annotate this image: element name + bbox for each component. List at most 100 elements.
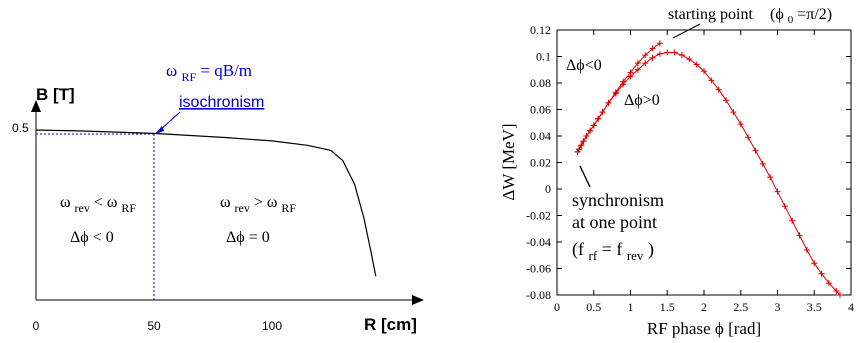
right-data-point bbox=[715, 86, 722, 93]
right-data-point bbox=[605, 99, 612, 106]
right-data-point bbox=[759, 160, 766, 167]
right-data-point bbox=[789, 217, 796, 224]
right-x-tick-label: 2 bbox=[701, 300, 707, 314]
left-region-right-phase: Δϕ = 0 bbox=[226, 229, 270, 246]
left-y-arrow bbox=[31, 100, 41, 112]
right-data-point bbox=[587, 127, 594, 134]
right-y-tick-label: 0.06 bbox=[530, 103, 551, 117]
right-x-tick-label: 1 bbox=[628, 300, 634, 314]
right-x-tick-label: 3 bbox=[775, 300, 781, 314]
right-y-label: ΔW [MeV] bbox=[499, 123, 518, 200]
left-chart: B [T] R [cm] 0.5 0 50 100 ω RF = qB/m is… bbox=[12, 61, 424, 334]
right-x-tick-label: 1.5 bbox=[660, 300, 675, 314]
left-region-left-sub2: RF bbox=[121, 201, 136, 215]
right-starting-condition: (ϕ 0 =π/2) bbox=[770, 6, 832, 27]
right-data-point bbox=[767, 174, 774, 181]
left-region-right-sub2: RF bbox=[281, 201, 296, 215]
right-synchronism-line2: at one point bbox=[572, 212, 657, 232]
right-data-point bbox=[693, 61, 700, 68]
right-data-point bbox=[595, 115, 602, 122]
left-y-tick-label: 0.5 bbox=[12, 121, 29, 135]
left-field-curve bbox=[35, 129, 377, 277]
right-y-tick-label: -0.06 bbox=[526, 262, 551, 276]
right-data-point bbox=[599, 109, 606, 116]
right-data-point bbox=[649, 45, 656, 52]
right-data-point bbox=[745, 134, 752, 141]
right-data-point bbox=[836, 292, 843, 298]
right-start-cond-open: (ϕ bbox=[770, 6, 784, 23]
right-x-tick-label: 2.5 bbox=[733, 300, 748, 314]
right-dphi-negative: Δϕ<0 bbox=[566, 57, 602, 74]
right-starting-point-label: starting point bbox=[668, 6, 753, 23]
right-data-point bbox=[612, 90, 619, 97]
right-data-point bbox=[583, 133, 590, 139]
right-data-point bbox=[620, 81, 627, 88]
right-data-point bbox=[642, 52, 649, 59]
right-data-point bbox=[818, 270, 825, 277]
right-y-tick-label: -0.04 bbox=[526, 235, 551, 249]
right-freq-open: (f bbox=[572, 239, 584, 260]
right-x-tick-label: 0 bbox=[554, 300, 560, 314]
right-y-tick-label: 0.02 bbox=[530, 156, 551, 170]
left-region-left-phase: Δϕ < 0 bbox=[70, 229, 114, 246]
right-data-point bbox=[590, 122, 597, 129]
right-y-tick-label: -0.02 bbox=[526, 209, 551, 223]
right-y-tick-label: 0.1 bbox=[536, 50, 551, 64]
right-data-point bbox=[730, 109, 737, 116]
left-region-right-omega: ω rev > ω RF bbox=[220, 194, 296, 216]
right-data-point bbox=[634, 66, 641, 73]
right-x-tick-label: 3.5 bbox=[807, 300, 822, 314]
right-data-point bbox=[752, 147, 759, 154]
right-data-point bbox=[656, 40, 663, 47]
left-region-left-sub1: rev bbox=[75, 201, 90, 215]
right-data-point bbox=[701, 68, 707, 75]
right-synchronism-line3: (f rf = f rev ) bbox=[572, 239, 654, 264]
left-x-tick-label-0: 0 bbox=[33, 319, 40, 333]
right-y-tick-label: 0.08 bbox=[530, 76, 551, 90]
right-data-point bbox=[796, 232, 803, 239]
right-series-line-1 bbox=[577, 52, 841, 296]
left-formula-omega: ω bbox=[166, 61, 177, 80]
right-start-cond-sub: 0 bbox=[788, 14, 794, 26]
right-data-point bbox=[576, 146, 583, 153]
right-x-label: RF phase ϕ [rad] bbox=[647, 319, 761, 338]
right-chart: 0 0.5 1 1.5 2 2.5 3 3.5 4 -0.08 -0.06 -0.04 -0.02 0 0.… bbox=[499, 6, 854, 338]
right-data-point bbox=[781, 203, 788, 210]
right-freq-sub2: rev bbox=[627, 248, 644, 263]
left-x-tick-label-50: 50 bbox=[147, 319, 161, 333]
right-axis-ticks: 0 0.5 1 1.5 2 2.5 3 3.5 4 -0.08 -0.06 -0.04 -0.02 0 0.… bbox=[526, 23, 854, 314]
right-dphi-positive: Δϕ>0 bbox=[624, 92, 660, 109]
right-y-tick-label: -0.08 bbox=[526, 288, 551, 302]
right-data-point bbox=[578, 142, 585, 149]
left-formula-rest: = qB/m bbox=[200, 61, 252, 80]
right-data-point bbox=[671, 49, 678, 56]
left-region-right-mid: > ω bbox=[254, 194, 278, 211]
right-data-point bbox=[580, 138, 587, 145]
left-x-arrow bbox=[412, 295, 424, 305]
right-data-point bbox=[774, 188, 781, 195]
right-data-point bbox=[803, 246, 810, 253]
left-formula: ω RF = qB/m bbox=[166, 61, 252, 85]
right-freq-close: ) bbox=[648, 239, 654, 260]
right-data-point bbox=[664, 49, 671, 56]
right-data-point bbox=[686, 56, 693, 63]
right-data-point bbox=[627, 73, 634, 80]
left-region-left-omega: ω rev < ω RF bbox=[60, 194, 136, 216]
right-data-point bbox=[833, 288, 840, 295]
left-region-left-omega-sym: ω bbox=[60, 194, 71, 211]
left-x-label: R [cm] bbox=[364, 315, 417, 334]
right-data-point bbox=[737, 121, 744, 128]
right-x-tick-label: 4 bbox=[848, 300, 854, 314]
left-region-left-mid: < ω bbox=[94, 194, 118, 211]
right-data-point bbox=[678, 52, 685, 59]
right-series-group bbox=[574, 40, 843, 298]
right-data-point bbox=[574, 148, 581, 155]
right-synchronism-pointer bbox=[579, 165, 591, 188]
left-isochronism-label: isochronism bbox=[179, 94, 264, 111]
right-freq-sub1: rf bbox=[589, 248, 598, 263]
right-x-tick-label: 0.5 bbox=[586, 300, 601, 314]
right-data-point bbox=[634, 60, 641, 67]
right-freq-mid: = f bbox=[602, 239, 623, 259]
left-region-right-sub1: rev bbox=[235, 201, 250, 215]
